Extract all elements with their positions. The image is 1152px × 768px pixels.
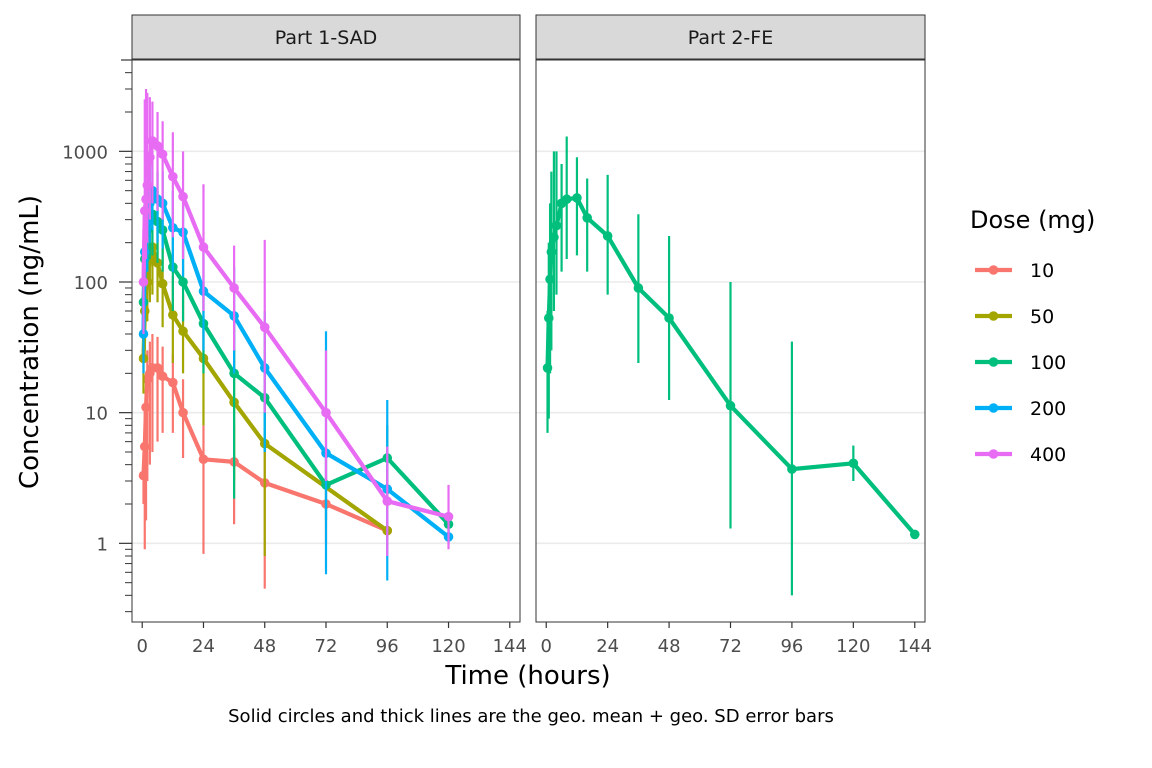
data-point bbox=[321, 407, 331, 418]
legend-label: 400 bbox=[1030, 444, 1066, 466]
data-point bbox=[145, 152, 155, 163]
x-tick-label: 144 bbox=[493, 636, 527, 657]
data-point bbox=[848, 458, 859, 469]
data-point bbox=[157, 371, 168, 382]
legend-key-point bbox=[988, 403, 999, 413]
y-axis-title: Concentration (ng/mL) bbox=[15, 195, 45, 489]
panel-strip bbox=[535, 14, 926, 60]
data-point bbox=[152, 363, 163, 373]
y-tick-label: 1000 bbox=[62, 142, 108, 163]
data-point bbox=[168, 171, 178, 182]
legend-item-10: 10 bbox=[975, 260, 1054, 282]
panel-1: Part 1-SAD 0 24 48 72 96 120 144 bbox=[131, 14, 527, 657]
legend-label: 10 bbox=[1030, 260, 1054, 282]
series-line bbox=[141, 188, 451, 539]
data-point bbox=[546, 247, 557, 257]
x-tick-label: 120 bbox=[431, 636, 465, 657]
panel-strip bbox=[131, 14, 521, 60]
data-point bbox=[139, 206, 150, 216]
x-tick-label: 96 bbox=[780, 636, 803, 657]
data-point bbox=[178, 191, 188, 202]
x-axis-title: Time (hours) bbox=[444, 661, 610, 691]
y-tick-label: 1 bbox=[97, 534, 108, 555]
data-point bbox=[139, 441, 150, 452]
panel-2: Part 2-FE 0 24 48 72 96 120 144 bbox=[535, 14, 932, 657]
legend-key-point bbox=[988, 311, 999, 321]
data-point bbox=[582, 212, 592, 223]
legend: Dose (mg) 10 50 100 200 400 bbox=[970, 206, 1095, 466]
data-point bbox=[138, 277, 149, 287]
x-tick-label: 24 bbox=[596, 636, 619, 657]
legend-label: 100 bbox=[1030, 352, 1066, 374]
data-point bbox=[141, 194, 151, 205]
x-tick-label: 0 bbox=[136, 636, 147, 657]
data-point bbox=[157, 278, 168, 289]
x-tick-label: 120 bbox=[836, 636, 870, 657]
data-point bbox=[725, 400, 736, 411]
data-point bbox=[633, 283, 644, 293]
data-point bbox=[178, 326, 188, 337]
data-point bbox=[664, 313, 674, 323]
data-point bbox=[602, 231, 613, 241]
y-axis: 1 10 100 1000 bbox=[62, 59, 132, 613]
data-point bbox=[168, 377, 178, 388]
data-point bbox=[178, 407, 188, 418]
y-tick-label: 100 bbox=[74, 273, 108, 294]
legend-label: 50 bbox=[1030, 306, 1054, 328]
data-point bbox=[443, 511, 454, 522]
x-tick-label: 72 bbox=[315, 636, 338, 657]
data-point bbox=[141, 402, 151, 413]
data-point bbox=[152, 141, 163, 151]
x-tick-label: 48 bbox=[253, 636, 276, 657]
panels-layer: Part 1-SAD 0 24 48 72 96 120 144 Part 2-FE 0 24 48 7… bbox=[131, 14, 932, 657]
x-tick-label: 48 bbox=[658, 636, 681, 657]
x-tick-label: 72 bbox=[719, 636, 742, 657]
legend-item-200: 200 bbox=[975, 398, 1066, 420]
legend-item-100: 100 bbox=[975, 352, 1066, 374]
legend-key-point bbox=[988, 357, 999, 367]
data-point bbox=[551, 220, 562, 231]
panel-strip-label: Part 1-SAD bbox=[275, 27, 378, 49]
data-point bbox=[198, 454, 209, 465]
legend-label: 200 bbox=[1030, 398, 1066, 420]
data-point bbox=[138, 329, 149, 339]
x-tick-label: 24 bbox=[192, 636, 215, 657]
data-point bbox=[909, 529, 920, 540]
series-line bbox=[141, 138, 451, 519]
data-point bbox=[229, 283, 239, 293]
data-point bbox=[787, 464, 797, 474]
data-point bbox=[545, 274, 555, 285]
data-point bbox=[168, 310, 178, 320]
data-point bbox=[138, 470, 149, 481]
panel-strip-label: Part 2-FE bbox=[688, 27, 773, 49]
legend-item-50: 50 bbox=[975, 306, 1054, 328]
legend-item-400: 400 bbox=[975, 444, 1066, 466]
caption: Solid circles and thick lines are the ge… bbox=[228, 706, 834, 727]
x-tick-label: 0 bbox=[541, 636, 552, 657]
legend-title: Dose (mg) bbox=[970, 206, 1095, 234]
data-point bbox=[561, 194, 572, 205]
x-tick-label: 96 bbox=[376, 636, 399, 657]
data-point bbox=[198, 242, 209, 252]
data-point bbox=[259, 322, 270, 333]
x-tick-label: 144 bbox=[898, 636, 932, 657]
data-point bbox=[382, 496, 393, 507]
legend-key-point bbox=[988, 265, 999, 275]
data-point bbox=[157, 149, 168, 160]
legend-key-point bbox=[988, 449, 999, 459]
data-point bbox=[178, 277, 188, 287]
series-400 bbox=[138, 88, 454, 556]
data-point bbox=[542, 363, 553, 373]
series-100 bbox=[542, 136, 920, 596]
data-point bbox=[543, 313, 554, 323]
data-point bbox=[572, 193, 582, 203]
data-point bbox=[142, 180, 153, 191]
data-point bbox=[549, 232, 559, 243]
y-tick-label: 10 bbox=[85, 404, 108, 425]
